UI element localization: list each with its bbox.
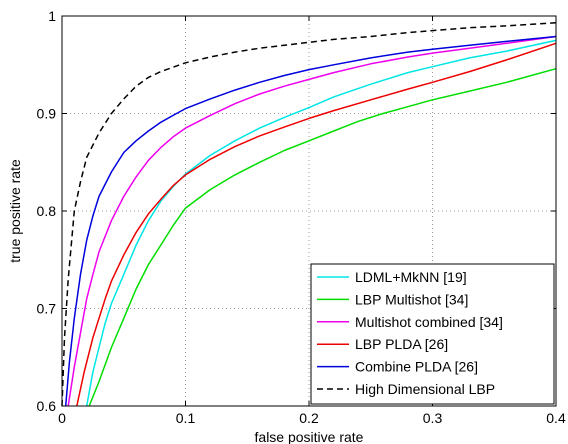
legend: LDML+MkNN [19] LBP Multishot [34] Multisho… — [310, 263, 555, 405]
series-line-2 — [88, 67, 557, 407]
y-tick-label: 0.7 — [37, 301, 57, 317]
x-tick-label: 0.3 — [423, 410, 443, 426]
legend-entry: High Dimensional LBP — [355, 381, 495, 397]
series-line-1 — [85, 39, 557, 407]
series-lines — [61, 22, 557, 407]
y-tick-label: 0.9 — [37, 106, 57, 122]
x-tick-label: 0.4 — [546, 410, 566, 426]
x-axis-label: false positive rate — [255, 429, 364, 444]
y-tick-label: 0.6 — [37, 398, 57, 414]
legend-entry: LBP PLDA [26] — [355, 336, 448, 352]
legend-entry: LDML+MkNN [19] — [355, 269, 467, 285]
legend-box — [310, 263, 555, 405]
series-line-3 — [67, 35, 557, 407]
series-line-5 — [64, 35, 557, 407]
x-tick-label: 0.1 — [176, 410, 196, 426]
y-tick-label: 1 — [48, 8, 56, 24]
axis-ticks: 0 0.1 0.2 0.3 0.4 0.6 0.7 0.8 0.9 1 — [37, 8, 566, 426]
series-line-4 — [76, 42, 557, 407]
y-tick-label: 0.8 — [37, 203, 57, 219]
y-axis-label: true positive rate — [7, 159, 23, 263]
legend-entry: Combine PLDA [26] — [355, 359, 478, 375]
legend-entry: LBP Multishot [34] — [355, 291, 468, 307]
series-line-6 — [61, 22, 557, 407]
legend-entry: Multishot combined [34] — [355, 314, 503, 330]
x-tick-label: 0.2 — [299, 410, 319, 426]
x-tick-label: 0 — [58, 410, 66, 426]
